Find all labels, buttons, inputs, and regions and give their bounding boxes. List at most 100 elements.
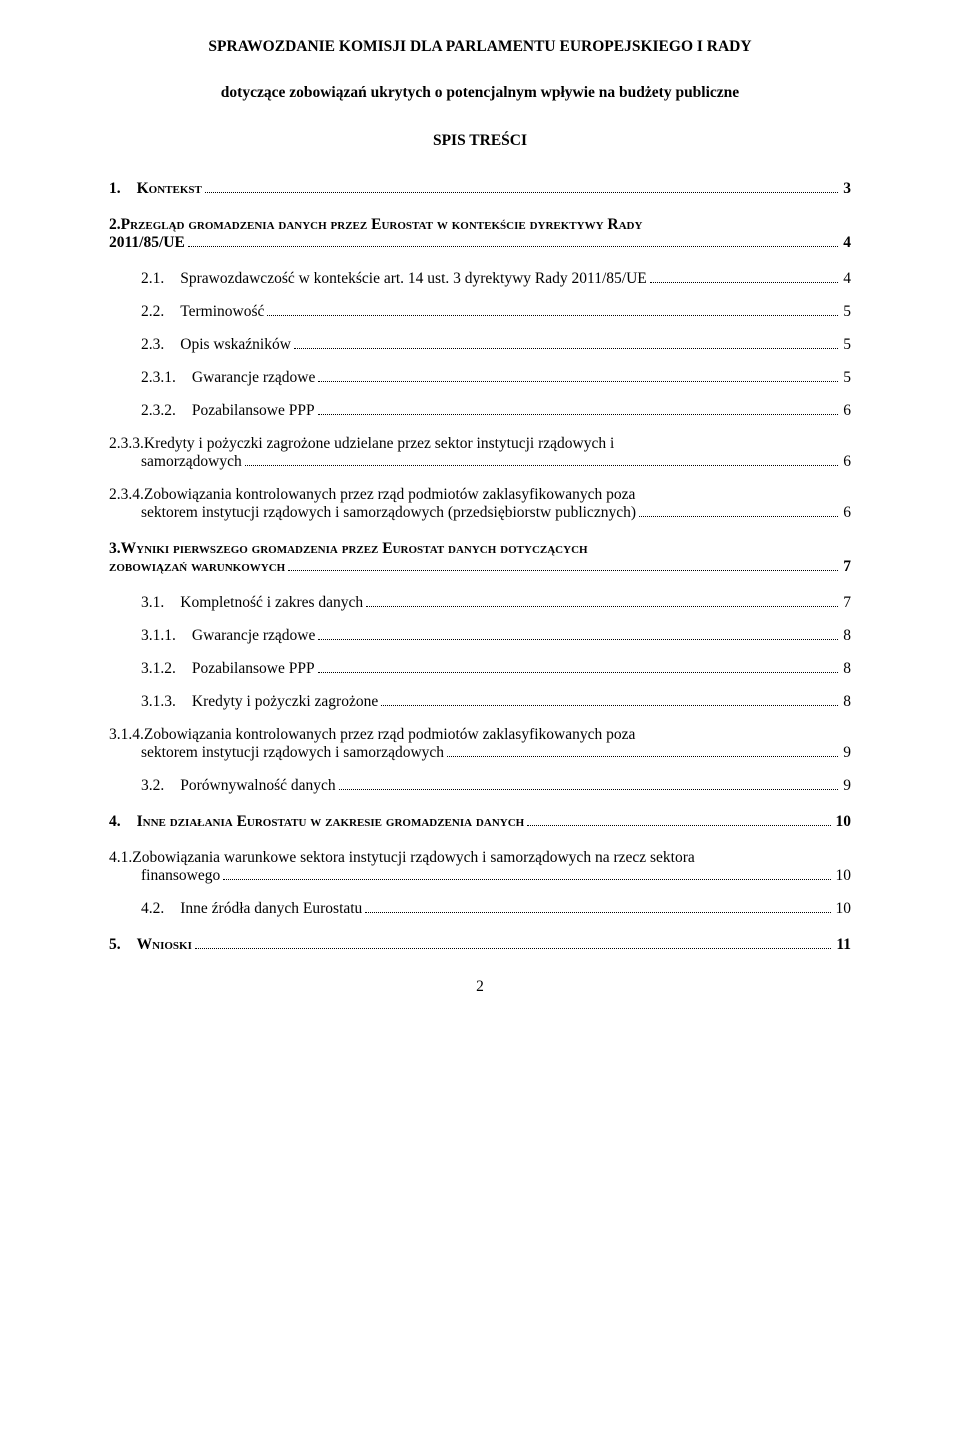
toc-leader [318,639,838,640]
table-of-contents: 1. Kontekst 3 2. Przegląd gromadzenia da… [109,180,851,954]
toc-page: 6 [841,453,851,471]
toc-entry: 3.1.4. Zobowiązania kontrolowanych przez… [109,726,851,762]
toc-entry: 5. Wnioski 11 [109,936,851,954]
toc-entry: 2.3.1. Gwarancje rządowe 5 [109,369,851,387]
toc-entry: 3.1.2. Pozabilansowe PPP 8 [109,660,851,678]
toc-text: Pozabilansowe PPP [192,402,315,420]
toc-num: 2.2. [109,303,180,321]
toc-num: 2.3.1. [109,369,192,387]
toc-num: 3.2. [109,777,180,795]
toc-leader [288,570,838,571]
toc-text: Opis wskaźników [180,336,291,354]
toc-text-cont: finansowego [141,867,220,885]
toc-num: 2.1. [109,270,180,288]
toc-text: Zobowiązania kontrolowanych przez rząd p… [144,726,636,744]
toc-leader [318,381,838,382]
toc-page: 6 [841,504,851,522]
toc-page: 7 [841,594,851,612]
toc-page: 5 [841,303,851,321]
toc-entry: 2.3.4. Zobowiązania kontrolowanych przez… [109,486,851,522]
toc-leader [318,414,839,415]
toc-text: Kredyty i pożyczki zagrożone udzielane p… [144,435,614,453]
toc-text: Porównywalność danych [180,777,335,795]
toc-leader [205,192,838,193]
title-block: SPRAWOZDANIE KOMISJI DLA PARLAMENTU EURO… [109,38,851,150]
toc-entry: 2.3.3. Kredyty i pożyczki zagrożone udzi… [109,435,851,471]
document-title: SPRAWOZDANIE KOMISJI DLA PARLAMENTU EURO… [109,38,851,56]
toc-page: 6 [841,402,851,420]
toc-page: 5 [841,369,851,387]
toc-heading: SPIS TREŚCI [109,132,851,150]
toc-entry: 4.1. Zobowiązania warunkowe sektora inst… [109,849,851,885]
toc-num: 2.3. [109,336,180,354]
toc-num: 3.1. [109,594,180,612]
toc-page: 10 [834,867,852,885]
toc-leader [294,348,838,349]
toc-text: Inne działania Eurostatu w zakresie grom… [137,813,525,831]
toc-num: 2. [109,216,121,234]
toc-text: Przegląd gromadzenia danych przez Eurost… [121,216,643,234]
toc-leader [527,825,830,826]
toc-text: Wyniki pierwszego gromadzenia przez Euro… [121,540,588,558]
toc-leader [639,516,838,517]
toc-num: 3.1.4. [109,726,144,744]
toc-text: Zobowiązania warunkowe sektora instytucj… [132,849,695,867]
toc-entry: 2.3.2. Pozabilansowe PPP 6 [109,402,851,420]
toc-leader [318,672,839,673]
toc-page: 11 [834,936,851,954]
toc-num: 2.3.2. [109,402,192,420]
toc-page: 7 [841,558,851,576]
toc-text: Zobowiązania kontrolowanych przez rząd p… [144,486,636,504]
toc-text: Gwarancje rządowe [192,369,316,387]
toc-page: 8 [841,693,851,711]
toc-text: Kredyty i pożyczki zagrożone [192,693,378,711]
toc-page: 8 [841,660,851,678]
toc-entry: 4.2. Inne źródła danych Eurostatu 10 [109,900,851,918]
toc-entry: 2. Przegląd gromadzenia danych przez Eur… [109,216,851,252]
toc-leader [365,912,830,913]
toc-num: 1. [109,180,137,198]
toc-page: 3 [841,180,851,198]
toc-page: 4 [841,234,851,252]
toc-page: 5 [841,336,851,354]
toc-leader [339,789,839,790]
toc-leader [245,465,839,466]
toc-page: 10 [834,900,852,918]
toc-leader [267,315,838,316]
toc-page: 9 [841,744,851,762]
toc-leader [195,948,831,949]
document-subtitle: dotyczące zobowiązań ukrytych o potencja… [109,84,851,102]
toc-page: 8 [841,627,851,645]
toc-text: Kontekst [137,180,202,198]
toc-text-cont: 2011/85/UE [109,234,185,252]
toc-entry: 3.1.1. Gwarancje rządowe 8 [109,627,851,645]
toc-leader [366,606,838,607]
toc-leader [223,879,830,880]
toc-text: Wnioski [137,936,192,954]
toc-num: 4.1. [109,849,132,867]
toc-leader [188,246,838,247]
toc-page: 4 [841,270,851,288]
toc-text-cont: sektorem instytucji rządowych i samorząd… [141,504,636,522]
page-number: 2 [109,978,851,996]
toc-text: Gwarancje rządowe [192,627,316,645]
toc-entry: 2.2. Terminowość 5 [109,303,851,321]
toc-leader [447,756,838,757]
toc-text-cont: sektorem instytucji rządowych i samorząd… [141,744,444,762]
toc-num: 3.1.2. [109,660,192,678]
toc-leader [650,282,839,283]
toc-text-cont: samorządowych [141,453,242,471]
toc-text-cont: zobowiązań warunkowych [109,558,285,576]
toc-num: 5. [109,936,137,954]
toc-text: Inne źródła danych Eurostatu [180,900,362,918]
toc-num: 3. [109,540,121,558]
toc-leader [381,705,838,706]
toc-text: Kompletność i zakres danych [180,594,363,612]
toc-entry: 3.1.3. Kredyty i pożyczki zagrożone 8 [109,693,851,711]
toc-entry: 4. Inne działania Eurostatu w zakresie g… [109,813,851,831]
toc-text: Terminowość [180,303,264,321]
toc-text: Sprawozdawczość w kontekście art. 14 ust… [180,270,646,288]
toc-page: 9 [841,777,851,795]
toc-num: 4.2. [109,900,180,918]
toc-num: 2.3.4. [109,486,144,504]
